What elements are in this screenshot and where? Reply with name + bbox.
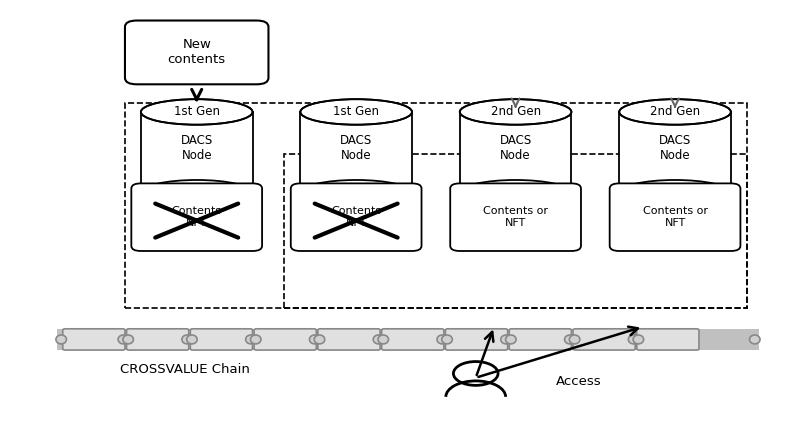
FancyBboxPatch shape <box>450 183 581 251</box>
Polygon shape <box>300 112 412 193</box>
Ellipse shape <box>619 180 731 205</box>
Ellipse shape <box>300 180 412 205</box>
Ellipse shape <box>123 335 134 344</box>
FancyBboxPatch shape <box>131 183 262 251</box>
Ellipse shape <box>374 335 384 344</box>
FancyBboxPatch shape <box>510 329 571 350</box>
Text: CROSSVALUE Chain: CROSSVALUE Chain <box>120 363 250 376</box>
FancyBboxPatch shape <box>254 329 316 350</box>
Polygon shape <box>619 112 731 193</box>
Text: Contents or
NFT: Contents or NFT <box>483 206 548 228</box>
Ellipse shape <box>246 335 256 344</box>
Ellipse shape <box>250 335 261 344</box>
Ellipse shape <box>437 335 447 344</box>
Text: Contents or
NFT: Contents or NFT <box>642 206 707 228</box>
Ellipse shape <box>56 335 66 344</box>
Text: DACS
Node: DACS Node <box>181 134 213 162</box>
FancyBboxPatch shape <box>126 329 189 350</box>
FancyBboxPatch shape <box>190 329 253 350</box>
Ellipse shape <box>141 180 253 205</box>
Text: DACS
Node: DACS Node <box>499 134 532 162</box>
Ellipse shape <box>314 335 325 344</box>
Text: New
contents: New contents <box>168 39 226 66</box>
Ellipse shape <box>460 99 571 125</box>
FancyBboxPatch shape <box>62 329 125 350</box>
Text: Contents
NFT: Contents NFT <box>331 206 382 228</box>
Ellipse shape <box>141 99 253 125</box>
Ellipse shape <box>628 335 639 344</box>
FancyBboxPatch shape <box>637 329 699 350</box>
FancyBboxPatch shape <box>318 329 380 350</box>
Ellipse shape <box>506 335 516 344</box>
Ellipse shape <box>570 335 580 344</box>
Ellipse shape <box>182 335 193 344</box>
Circle shape <box>454 362 498 385</box>
FancyBboxPatch shape <box>57 329 758 350</box>
Ellipse shape <box>442 335 452 344</box>
Text: 2nd Gen: 2nd Gen <box>650 104 700 118</box>
FancyBboxPatch shape <box>382 329 444 350</box>
Text: 1st Gen: 1st Gen <box>174 104 220 118</box>
FancyBboxPatch shape <box>610 183 741 251</box>
Ellipse shape <box>118 335 129 344</box>
Ellipse shape <box>501 335 511 344</box>
Text: 2nd Gen: 2nd Gen <box>490 104 541 118</box>
Ellipse shape <box>310 335 320 344</box>
FancyBboxPatch shape <box>290 183 422 251</box>
Ellipse shape <box>460 180 571 205</box>
Ellipse shape <box>619 99 731 125</box>
Ellipse shape <box>378 335 389 344</box>
Ellipse shape <box>300 99 412 125</box>
Text: DACS
Node: DACS Node <box>659 134 691 162</box>
FancyBboxPatch shape <box>125 21 269 84</box>
Ellipse shape <box>750 335 760 344</box>
Text: 1st Gen: 1st Gen <box>333 104 379 118</box>
FancyBboxPatch shape <box>573 329 635 350</box>
Ellipse shape <box>633 335 644 344</box>
Text: Contents
NFT: Contents NFT <box>172 206 222 228</box>
Ellipse shape <box>186 335 197 344</box>
Text: DACS
Node: DACS Node <box>340 134 372 162</box>
Ellipse shape <box>565 335 575 344</box>
Text: Access: Access <box>555 375 601 389</box>
Polygon shape <box>141 112 253 193</box>
FancyBboxPatch shape <box>446 329 508 350</box>
Polygon shape <box>460 112 571 193</box>
